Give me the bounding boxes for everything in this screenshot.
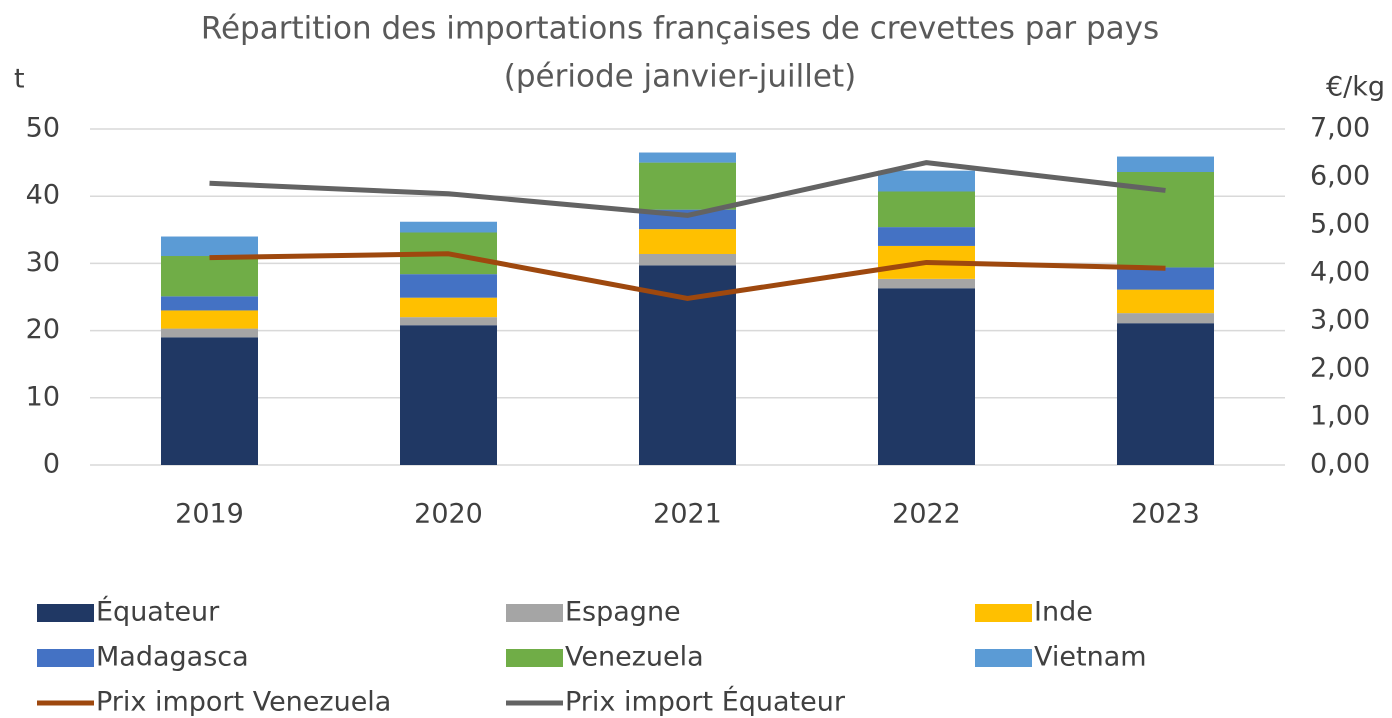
legend-label: Madagasca (96, 642, 249, 673)
bar-segment (639, 229, 736, 254)
bar-segment (639, 162, 736, 210)
legend-label: Venezuela (565, 642, 704, 673)
bar-segment (400, 317, 497, 326)
bar-segment (161, 337, 258, 465)
bar-segment (878, 170, 975, 192)
bar-segment (1117, 323, 1214, 465)
legend-label: Équateur (96, 596, 220, 628)
x-tick-label: 2021 (653, 499, 722, 530)
y-axis-label: t (14, 64, 25, 95)
y-tick-label: 40 (26, 180, 60, 211)
bar-segment (1117, 156, 1214, 173)
y2-tick-label: 5,00 (1310, 209, 1370, 240)
bar-segment (878, 288, 975, 465)
chart-title: Répartition des importations françaises … (201, 11, 1159, 47)
bar-segment (161, 256, 258, 297)
bar-segment (161, 328, 258, 338)
y2-tick-label: 0,00 (1310, 449, 1370, 480)
y2-tick-label: 7,00 (1310, 113, 1370, 144)
legend-swatch (506, 649, 563, 667)
bar-segment (161, 296, 258, 311)
y2-tick-label: 6,00 (1310, 161, 1370, 192)
y-tick-label: 20 (26, 314, 60, 345)
x-tick-label: 2019 (175, 499, 244, 530)
bar-segment (1117, 289, 1214, 314)
x-tick-label: 2020 (414, 499, 483, 530)
legend-label: Prix import Équateur (565, 686, 846, 718)
legend-swatch (975, 649, 1032, 667)
legend-label: Inde (1034, 597, 1093, 628)
y2-tick-label: 1,00 (1310, 401, 1370, 432)
price-line (209, 251, 1166, 301)
y2-tick-label: 4,00 (1310, 257, 1370, 288)
price-line (209, 160, 1166, 218)
legend-label: Prix import Venezuela (96, 687, 391, 718)
y-tick-label: 10 (26, 381, 60, 412)
bar-segment (400, 221, 497, 233)
legend-swatch (37, 604, 94, 622)
bar-segment (400, 325, 497, 465)
legend-swatch (975, 604, 1032, 622)
y-tick-label: 30 (26, 247, 60, 278)
chart-subtitle: (période janvier-juillet) (504, 59, 856, 95)
y-tick-label: 50 (26, 113, 60, 144)
y-tick-label: 0 (43, 449, 60, 480)
legend-swatch (37, 649, 94, 667)
bar-segment (400, 274, 497, 298)
legend-swatch (506, 604, 563, 622)
bar-segment (161, 310, 258, 329)
x-tick-label: 2023 (1131, 499, 1200, 530)
bar-segment (639, 253, 736, 266)
bar-segment (878, 227, 975, 246)
bar-segment (878, 278, 975, 289)
bar-segment (1117, 313, 1214, 324)
y2-tick-label: 2,00 (1310, 353, 1370, 384)
bar-segment (1117, 267, 1214, 290)
bar-segment (878, 191, 975, 228)
legend-label: Vietnam (1034, 642, 1147, 673)
x-tick-label: 2022 (892, 499, 961, 530)
y2-tick-label: 3,00 (1310, 305, 1370, 336)
bar-segment (400, 297, 497, 318)
bar-segment (639, 152, 736, 163)
legend-label: Espagne (565, 597, 681, 628)
y2-axis-label: €/kg (1326, 72, 1385, 103)
bar-segment (161, 236, 258, 257)
